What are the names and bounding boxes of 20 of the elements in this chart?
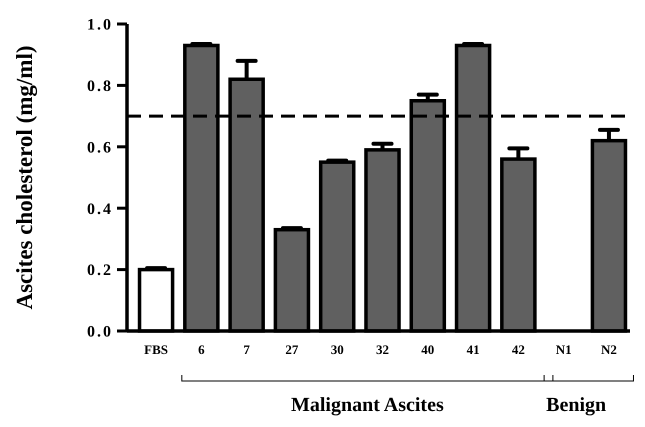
y-tick-label: 0.8 [87,78,113,95]
y-tick-label: 0.4 [87,200,113,218]
text: Benign [546,394,606,416]
x-tick-label: 32 [376,342,389,357]
x-tick-label: FBS [144,342,168,357]
x-tick-label: 6 [198,342,206,357]
y-tick-label: 1.0 [87,16,113,34]
y-axis-title: Ascites cholesterol (mg/ml) [12,46,38,310]
x-tick-label: 42 [512,342,525,357]
x-tick-label: 41 [466,342,480,357]
x-tick-label: 27 [285,342,299,357]
y-tick-label: 0.6 [87,139,113,156]
x-tick-label: 7 [243,342,250,357]
x-tick-label: N2 [600,342,617,357]
x-tick-label: N1 [556,342,572,357]
text: Malignant Ascites [290,394,444,416]
x-tick-label: 40 [421,342,434,357]
y-tick-label: 0.2 [87,262,113,280]
y-tick-label: 0.0 [87,324,113,341]
x-tick-label: 30 [330,342,344,357]
